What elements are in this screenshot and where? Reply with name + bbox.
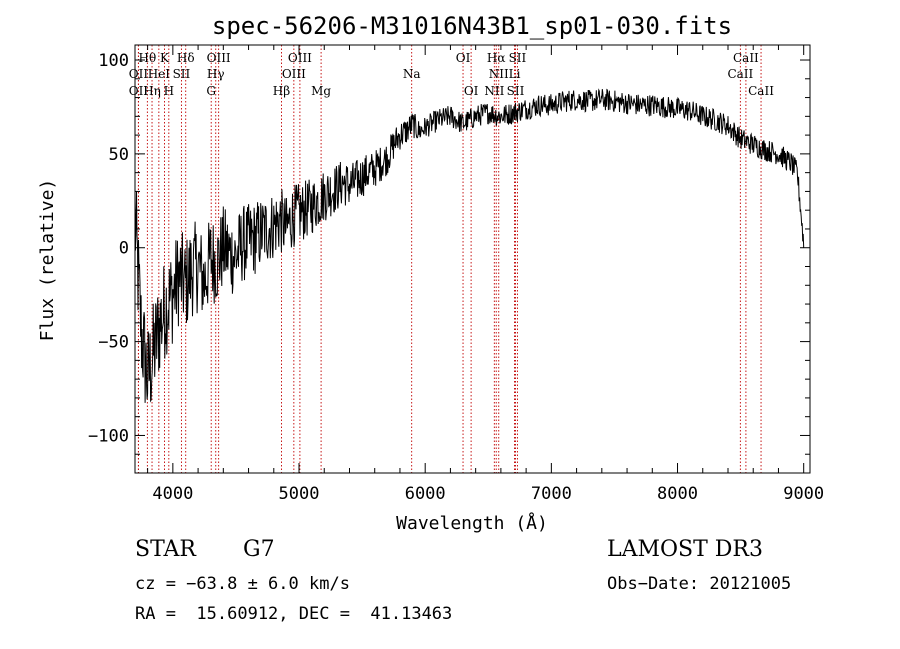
line-marker-label-25: NII: [484, 84, 504, 98]
line-marker-label-19: Hη: [143, 84, 161, 98]
x-axis: 4000 5000 6000 7000 8000 9000: [147, 45, 824, 504]
line-marker-label-15: NII: [489, 67, 509, 81]
x-axis-label: Wavelength (Å): [396, 512, 548, 534]
obs-date-text: Obs−Date: 20121005: [607, 574, 792, 594]
chart-title: spec-56206-M31016N43B1_sp01-030.fits: [212, 12, 732, 40]
line-marker-label-9: OII: [129, 67, 149, 81]
line-marker-label-16: Li: [509, 67, 521, 81]
line-marker-label-17: CaII: [727, 67, 753, 81]
spectrum-line: [134, 88, 805, 403]
y-tick-label-3: 50: [109, 145, 129, 165]
x-tick-label-4: 8000: [657, 484, 698, 504]
x-tick-label-3: 7000: [531, 484, 572, 504]
object-class: STAR: [135, 537, 196, 562]
y-axis-label: Flux (relative): [37, 179, 58, 342]
y-tick-label-2: 0: [119, 239, 129, 259]
y-axis: −100 −50 0 50 100: [88, 51, 810, 455]
x-tick-label-5: 9000: [783, 484, 824, 504]
line-marker-label-10: HeI: [148, 67, 171, 81]
line-marker-label-7: SII: [509, 51, 527, 65]
line-marker-label-22: Hβ: [273, 84, 290, 98]
object-subclass: G7: [243, 537, 275, 562]
survey-label: LAMOST DR3: [607, 537, 763, 562]
line-marker-label-3: OIII: [207, 51, 231, 65]
line-marker-label-0: Hθ: [139, 51, 157, 65]
line-marker-label-8: CaII: [733, 51, 759, 65]
coordinates-text: RA = 15.60912, DEC = 41.13463: [135, 604, 453, 624]
line-marker-label-23: Mg: [311, 84, 331, 98]
x-tick-label-0: 4000: [152, 484, 193, 504]
x-tick-label-2: 6000: [405, 484, 446, 504]
y-tick-label-0: −100: [88, 426, 129, 446]
line-marker-label-12: Hγ: [207, 67, 225, 81]
spectrum-series: [134, 88, 805, 403]
line-marker-label-21: G: [206, 84, 216, 98]
line-marker-label-11: SII: [173, 67, 191, 81]
redshift-text: cz = −63.8 ± 6.0 km/s: [135, 574, 350, 594]
x-tick-label-1: 5000: [279, 484, 320, 504]
line-marker-label-5: OI: [456, 51, 471, 65]
line-marker-label-20: H: [164, 84, 174, 98]
y-tick-label-1: −50: [98, 333, 129, 353]
line-marker-label-24: OI: [464, 84, 479, 98]
plot-frame: [134, 44, 811, 474]
line-marker-label-1: K: [160, 51, 170, 65]
line-marker-label-13: OIII: [282, 67, 306, 81]
y-tick-label-4: 100: [98, 51, 129, 71]
line-marker-label-27: CaII: [748, 84, 774, 98]
line-marker-label-6: Hα: [487, 51, 506, 65]
line-marker-label-4: OIII: [288, 51, 312, 65]
line-marker-label-14: Na: [403, 67, 421, 81]
line-marker-label-2: Hδ: [177, 51, 195, 65]
line-marker-label-18: OII: [129, 84, 149, 98]
line-marker-label-26: SII: [507, 84, 525, 98]
